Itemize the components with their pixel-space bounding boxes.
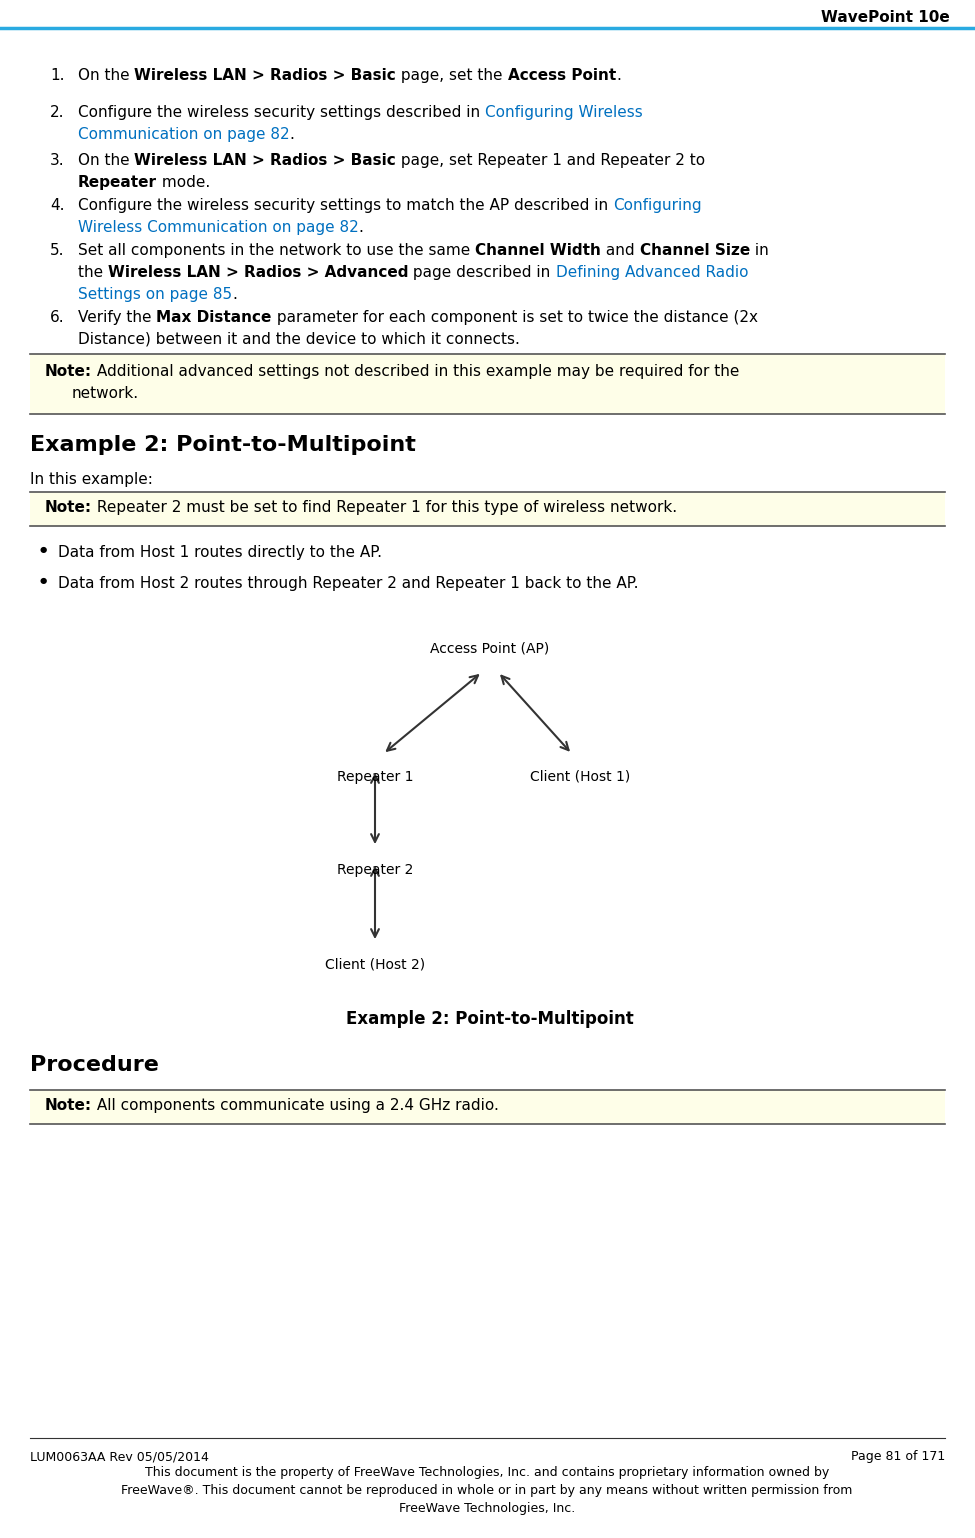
- Text: Procedure: Procedure: [30, 1055, 159, 1075]
- Text: Wireless LAN > Radios > Basic: Wireless LAN > Radios > Basic: [135, 152, 396, 168]
- Text: Additional advanced settings not described in this example may be required for t: Additional advanced settings not describ…: [92, 365, 739, 378]
- Text: Page 81 of 171: Page 81 of 171: [851, 1450, 945, 1463]
- Text: Configure the wireless security settings described in: Configure the wireless security settings…: [78, 105, 485, 120]
- Text: Wireless LAN > Radios > Advanced: Wireless LAN > Radios > Advanced: [108, 265, 409, 280]
- Text: In this example:: In this example:: [30, 472, 153, 488]
- Text: page, set the: page, set the: [396, 68, 508, 83]
- Text: 4.: 4.: [50, 198, 64, 212]
- Text: Max Distance: Max Distance: [156, 311, 272, 325]
- Text: Defining Advanced Radio: Defining Advanced Radio: [556, 265, 748, 280]
- Text: Set all components in the network to use the same: Set all components in the network to use…: [78, 243, 475, 258]
- Text: Wireless Communication on page 82: Wireless Communication on page 82: [78, 220, 359, 235]
- Text: parameter for each component is set to twice the distance (2x: parameter for each component is set to t…: [272, 311, 758, 325]
- Text: page, set Repeater 1 and Repeater 2 to: page, set Repeater 1 and Repeater 2 to: [396, 152, 705, 168]
- Text: On the: On the: [78, 152, 135, 168]
- Text: Communication on page 82: Communication on page 82: [78, 128, 290, 141]
- Text: Data from Host 1 routes directly to the AP.: Data from Host 1 routes directly to the …: [58, 544, 382, 560]
- Text: Repeater: Repeater: [78, 175, 157, 191]
- Text: Note:: Note:: [45, 365, 92, 378]
- Text: .: .: [290, 128, 294, 141]
- Text: 3.: 3.: [50, 152, 64, 168]
- Text: 5.: 5.: [50, 243, 64, 258]
- Text: On the: On the: [78, 68, 135, 83]
- Text: ●: ●: [40, 544, 47, 554]
- Text: Example 2: Point-to-Multipoint: Example 2: Point-to-Multipoint: [346, 1010, 634, 1027]
- Text: and: and: [601, 243, 640, 258]
- Text: WavePoint 10e: WavePoint 10e: [821, 11, 950, 25]
- Text: Repeater 1: Repeater 1: [336, 771, 413, 784]
- Text: FreeWave®. This document cannot be reproduced in whole or in part by any means w: FreeWave®. This document cannot be repro…: [121, 1484, 853, 1496]
- Text: 6.: 6.: [50, 311, 64, 325]
- Text: Note:: Note:: [45, 1098, 92, 1114]
- Text: page described in: page described in: [409, 265, 556, 280]
- Text: mode.: mode.: [157, 175, 211, 191]
- Text: .: .: [359, 220, 364, 235]
- Text: Configuring Wireless: Configuring Wireless: [485, 105, 643, 120]
- Text: FreeWave Technologies, Inc.: FreeWave Technologies, Inc.: [399, 1503, 575, 1515]
- Text: Configure the wireless security settings to match the AP described in: Configure the wireless security settings…: [78, 198, 613, 212]
- Text: This document is the property of FreeWave Technologies, Inc. and contains propri: This document is the property of FreeWav…: [145, 1466, 829, 1480]
- Text: 2.: 2.: [50, 105, 64, 120]
- Bar: [30, 354, 945, 414]
- Text: .: .: [232, 288, 237, 301]
- Text: Repeater 2 must be set to find Repeater 1 for this type of wireless network.: Repeater 2 must be set to find Repeater …: [92, 500, 678, 515]
- Text: Note:: Note:: [45, 500, 92, 515]
- Text: Data from Host 2 routes through Repeater 2 and Repeater 1 back to the AP.: Data from Host 2 routes through Repeater…: [58, 577, 639, 591]
- Text: Access Point: Access Point: [508, 68, 616, 83]
- Bar: [30, 1090, 945, 1124]
- Text: LUM0063AA Rev 05/05/2014: LUM0063AA Rev 05/05/2014: [30, 1450, 209, 1463]
- Text: in: in: [750, 243, 768, 258]
- Text: All components communicate using a 2.4 GHz radio.: All components communicate using a 2.4 G…: [92, 1098, 499, 1114]
- Text: Configuring: Configuring: [613, 198, 702, 212]
- Bar: [30, 492, 945, 526]
- Text: Channel Width: Channel Width: [475, 243, 601, 258]
- Text: Access Point (AP): Access Point (AP): [430, 641, 550, 657]
- Text: Example 2: Point-to-Multipoint: Example 2: Point-to-Multipoint: [30, 435, 416, 455]
- Text: Client (Host 1): Client (Host 1): [529, 771, 630, 784]
- Text: Verify the: Verify the: [78, 311, 156, 325]
- Text: 1.: 1.: [50, 68, 64, 83]
- Text: Wireless LAN > Radios > Basic: Wireless LAN > Radios > Basic: [135, 68, 396, 83]
- Text: Settings on page 85: Settings on page 85: [78, 288, 232, 301]
- Text: Client (Host 2): Client (Host 2): [325, 958, 425, 972]
- Text: network.: network.: [72, 386, 139, 401]
- Text: ●: ●: [40, 577, 47, 584]
- Text: the: the: [78, 265, 108, 280]
- Text: .: .: [616, 68, 621, 83]
- Text: Distance) between it and the device to which it connects.: Distance) between it and the device to w…: [78, 332, 520, 348]
- Text: Repeater 2: Repeater 2: [336, 863, 413, 877]
- Text: Channel Size: Channel Size: [640, 243, 750, 258]
